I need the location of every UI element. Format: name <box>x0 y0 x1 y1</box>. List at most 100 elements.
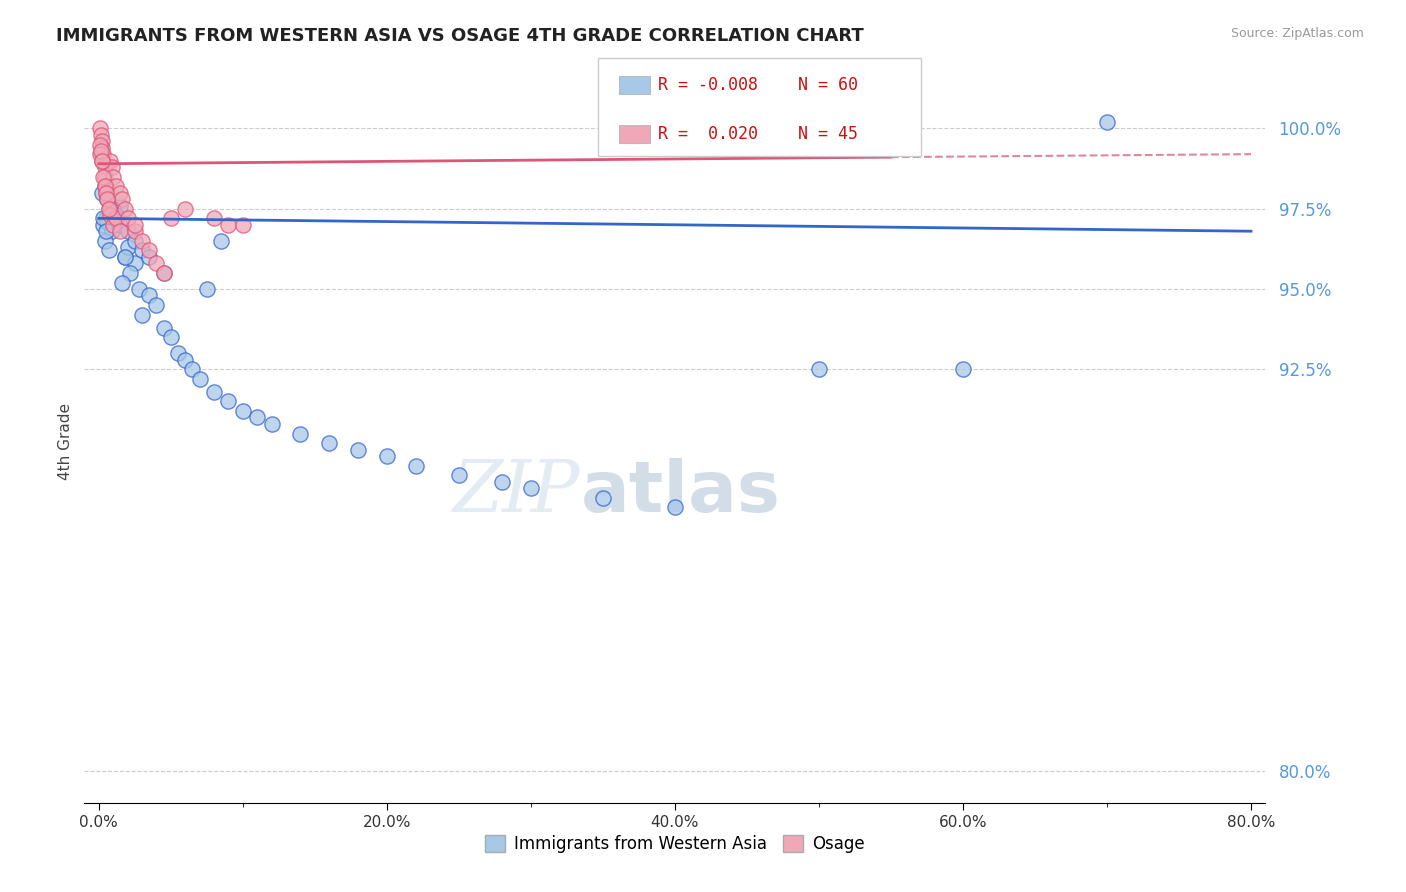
Point <box>111 276 134 290</box>
Point <box>114 202 136 216</box>
Point <box>97 202 120 216</box>
Point <box>260 417 283 431</box>
Text: R = -0.008    N = 60: R = -0.008 N = 60 <box>658 76 858 94</box>
Point <box>91 169 114 184</box>
Point <box>152 320 174 334</box>
Point <box>347 442 370 457</box>
Point <box>217 218 239 232</box>
Point <box>93 234 115 248</box>
Text: Source: ZipAtlas.com: Source: ZipAtlas.com <box>1230 27 1364 40</box>
Point <box>124 218 146 232</box>
Point <box>174 202 197 216</box>
Point <box>101 218 124 232</box>
Point <box>91 218 114 232</box>
Point <box>246 410 269 425</box>
Point <box>89 137 111 152</box>
Text: ZIP: ZIP <box>453 457 581 527</box>
Point <box>111 192 134 206</box>
Point <box>98 205 121 219</box>
Point <box>124 224 146 238</box>
Point <box>131 308 153 322</box>
Point <box>117 211 139 226</box>
Point <box>202 384 225 399</box>
Point <box>89 147 111 161</box>
Point <box>131 234 153 248</box>
Point <box>91 147 114 161</box>
Point <box>90 186 112 200</box>
Point <box>152 266 174 280</box>
Point <box>97 202 120 216</box>
Point <box>96 192 118 206</box>
Point <box>90 134 112 148</box>
Point <box>98 153 121 168</box>
Point <box>114 250 136 264</box>
Point <box>97 244 120 258</box>
Point <box>90 144 112 158</box>
Y-axis label: 4th Grade: 4th Grade <box>58 403 73 480</box>
Point <box>202 211 225 226</box>
Point <box>94 186 117 200</box>
Point <box>120 266 142 280</box>
Point <box>89 121 111 136</box>
Point <box>100 224 122 238</box>
Point <box>91 153 114 168</box>
Point <box>96 192 118 206</box>
Point <box>174 352 197 367</box>
Point <box>101 169 124 184</box>
Point <box>101 202 124 216</box>
Point <box>90 141 112 155</box>
Point <box>592 491 614 505</box>
Point <box>93 179 115 194</box>
Text: R =  0.020    N = 45: R = 0.020 N = 45 <box>658 125 858 143</box>
Point <box>93 179 115 194</box>
Point <box>807 362 830 376</box>
Point <box>447 468 470 483</box>
Point <box>188 372 211 386</box>
Point <box>152 266 174 280</box>
Point <box>94 211 117 226</box>
Point <box>94 224 117 238</box>
Point <box>181 362 204 376</box>
Point <box>93 160 115 174</box>
Point <box>217 394 239 409</box>
Point <box>195 282 218 296</box>
Point <box>90 128 112 142</box>
Text: IMMIGRANTS FROM WESTERN ASIA VS OSAGE 4TH GRADE CORRELATION CHART: IMMIGRANTS FROM WESTERN ASIA VS OSAGE 4T… <box>56 27 865 45</box>
Legend: Immigrants from Western Asia, Osage: Immigrants from Western Asia, Osage <box>478 828 872 860</box>
Point <box>105 208 128 222</box>
Point <box>105 208 128 222</box>
Point <box>1095 115 1118 129</box>
Point <box>128 282 150 296</box>
Point <box>91 211 114 226</box>
Point <box>94 179 117 194</box>
Point <box>114 250 136 264</box>
Point <box>110 186 132 200</box>
Point <box>93 169 115 184</box>
Point <box>952 362 974 376</box>
Point <box>159 211 181 226</box>
Point <box>110 218 132 232</box>
Point <box>209 234 232 248</box>
Point <box>110 198 132 212</box>
Point <box>117 224 139 238</box>
Point <box>110 224 132 238</box>
Point <box>138 288 160 302</box>
Point <box>90 153 112 168</box>
Point <box>491 475 513 489</box>
Point <box>145 298 167 312</box>
Point <box>98 208 121 222</box>
Point <box>124 256 146 270</box>
Point <box>159 330 181 344</box>
Point <box>664 500 686 515</box>
Point <box>105 179 128 194</box>
Text: atlas: atlas <box>581 458 780 526</box>
Point <box>232 218 254 232</box>
Point <box>405 458 427 473</box>
Point <box>101 202 124 216</box>
Point <box>124 234 146 248</box>
Point <box>167 346 190 360</box>
Point <box>290 426 312 441</box>
Point <box>94 186 117 200</box>
Point <box>96 192 118 206</box>
Point <box>375 449 398 463</box>
